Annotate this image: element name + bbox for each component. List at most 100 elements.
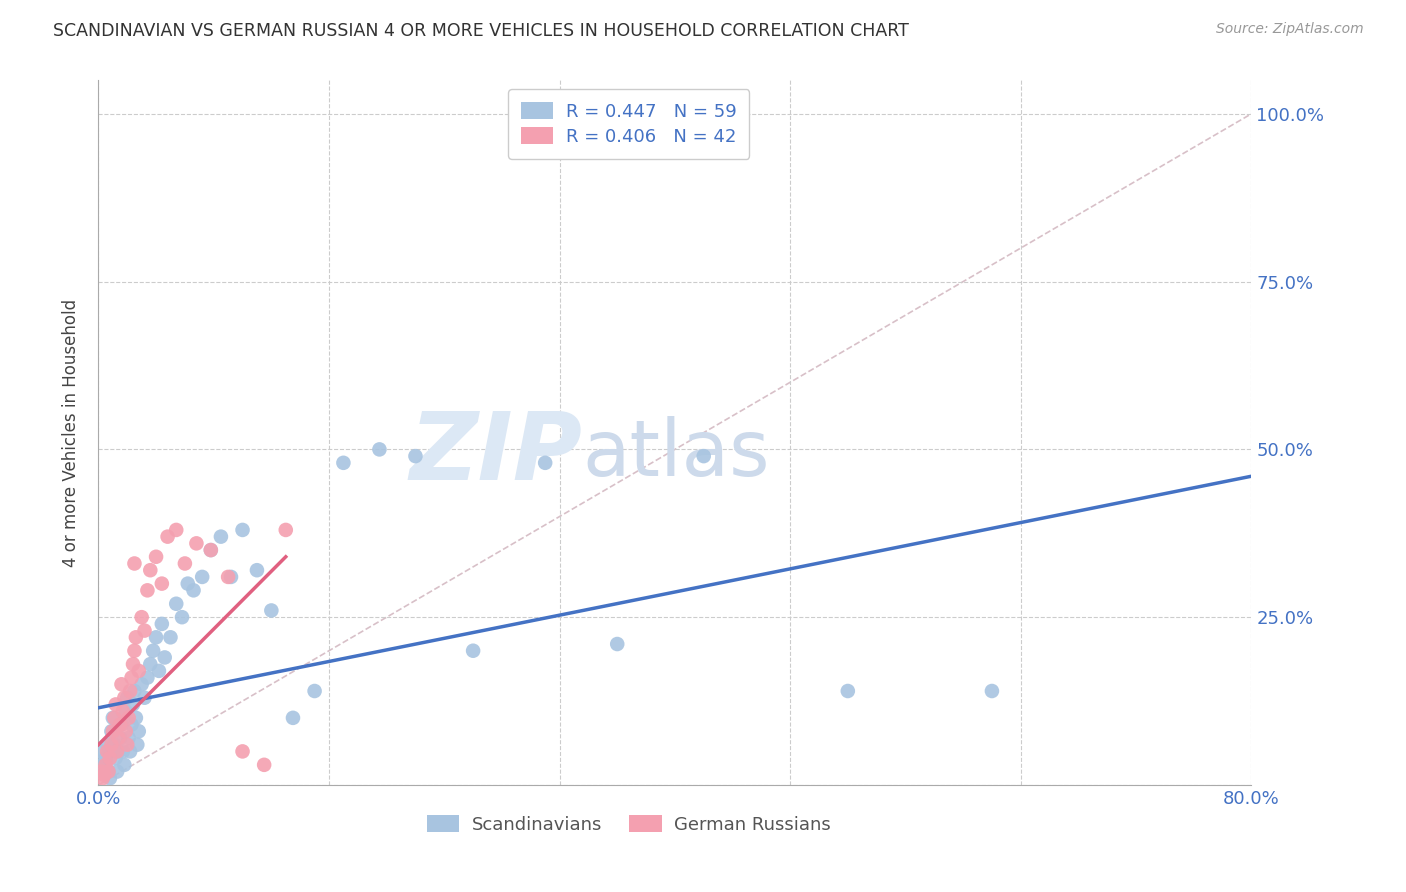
- Point: [145, 630, 167, 644]
- Point: [107, 731, 129, 745]
- Point: [103, 738, 125, 752]
- Point: [246, 563, 269, 577]
- Text: SCANDINAVIAN VS GERMAN RUSSIAN 4 OR MORE VEHICLES IN HOUSEHOLD CORRELATION CHART: SCANDINAVIAN VS GERMAN RUSSIAN 4 OR MORE…: [53, 22, 910, 40]
- Point: [127, 738, 149, 752]
- Point: [150, 576, 173, 591]
- Point: [281, 711, 304, 725]
- Point: [117, 690, 139, 705]
- Point: [90, 764, 112, 779]
- Point: [131, 610, 153, 624]
- Point: [96, 744, 118, 758]
- Point: [125, 711, 148, 725]
- Point: [405, 449, 427, 463]
- Point: [98, 751, 121, 765]
- Point: [260, 603, 283, 617]
- Point: [93, 768, 115, 782]
- Point: [93, 764, 115, 779]
- Point: [606, 637, 628, 651]
- Point: [231, 523, 254, 537]
- Point: [128, 724, 150, 739]
- Point: [183, 583, 205, 598]
- Point: [981, 684, 1004, 698]
- Point: [177, 576, 200, 591]
- Point: [114, 724, 136, 739]
- Point: [105, 764, 128, 779]
- Y-axis label: 4 or more Vehicles in Household: 4 or more Vehicles in Household: [62, 299, 80, 566]
- Point: [105, 744, 128, 758]
- Point: [156, 530, 179, 544]
- Point: [97, 764, 120, 779]
- Point: [100, 738, 122, 752]
- Point: [217, 570, 239, 584]
- Point: [136, 583, 159, 598]
- Point: [118, 711, 141, 725]
- Point: [120, 744, 142, 758]
- Point: [125, 630, 148, 644]
- Point: [134, 624, 156, 638]
- Point: [131, 677, 153, 691]
- Point: [191, 570, 214, 584]
- Point: [110, 717, 132, 731]
- Point: [153, 650, 176, 665]
- Point: [101, 724, 124, 739]
- Point: [332, 456, 354, 470]
- Point: [693, 449, 716, 463]
- Text: atlas: atlas: [582, 416, 770, 491]
- Point: [118, 731, 141, 745]
- Point: [159, 630, 181, 644]
- Point: [120, 684, 142, 698]
- Point: [124, 644, 146, 658]
- Point: [231, 744, 254, 758]
- Point: [94, 751, 117, 765]
- Point: [103, 711, 125, 725]
- Point: [200, 543, 222, 558]
- Point: [136, 671, 159, 685]
- Point: [122, 657, 145, 672]
- Point: [104, 698, 127, 712]
- Point: [219, 570, 242, 584]
- Text: ZIP: ZIP: [409, 408, 582, 500]
- Point: [209, 530, 232, 544]
- Point: [121, 671, 143, 685]
- Point: [108, 717, 131, 731]
- Point: [534, 456, 557, 470]
- Point: [97, 764, 120, 779]
- Point: [98, 771, 121, 785]
- Point: [165, 523, 187, 537]
- Point: [200, 543, 222, 558]
- Point: [145, 549, 167, 564]
- Point: [128, 664, 150, 678]
- Legend: Scandinavians, German Russians: Scandinavians, German Russians: [413, 802, 844, 847]
- Point: [121, 717, 143, 731]
- Point: [461, 644, 484, 658]
- Point: [101, 711, 124, 725]
- Text: Source: ZipAtlas.com: Source: ZipAtlas.com: [1216, 22, 1364, 37]
- Point: [108, 731, 131, 745]
- Point: [165, 597, 187, 611]
- Point: [112, 757, 135, 772]
- Point: [139, 563, 162, 577]
- Point: [124, 557, 146, 571]
- Point: [96, 738, 118, 752]
- Point: [148, 664, 170, 678]
- Point: [94, 757, 117, 772]
- Point: [112, 690, 135, 705]
- Point: [100, 724, 122, 739]
- Point: [174, 557, 197, 571]
- Point: [110, 677, 132, 691]
- Point: [124, 684, 146, 698]
- Point: [186, 536, 208, 550]
- Point: [274, 523, 297, 537]
- Point: [111, 704, 134, 718]
- Point: [90, 744, 112, 758]
- Point: [122, 698, 145, 712]
- Point: [111, 744, 134, 758]
- Point: [139, 657, 162, 672]
- Point: [117, 738, 139, 752]
- Point: [142, 644, 165, 658]
- Point: [114, 704, 136, 718]
- Point: [837, 684, 859, 698]
- Point: [253, 757, 276, 772]
- Point: [150, 616, 173, 631]
- Point: [134, 690, 156, 705]
